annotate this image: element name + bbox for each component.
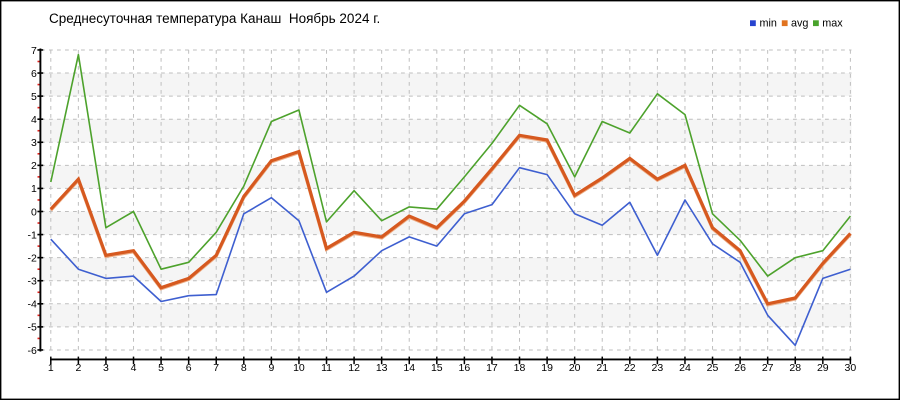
svg-text:Среднесуточная температура Кан: Среднесуточная температура Канаш Ноябрь … xyxy=(49,11,380,26)
svg-text:7: 7 xyxy=(31,45,37,57)
svg-text:9: 9 xyxy=(268,362,274,374)
svg-text:26: 26 xyxy=(734,362,746,374)
svg-text:3: 3 xyxy=(31,137,37,149)
svg-text:7: 7 xyxy=(213,362,219,374)
svg-text:14: 14 xyxy=(403,362,415,374)
svg-text:6: 6 xyxy=(186,362,192,374)
svg-text:3: 3 xyxy=(103,362,109,374)
svg-text:-4: -4 xyxy=(27,299,36,311)
svg-text:18: 18 xyxy=(514,362,526,374)
svg-text:4: 4 xyxy=(31,114,37,126)
svg-text:24: 24 xyxy=(679,362,691,374)
svg-text:max: max xyxy=(822,17,843,29)
svg-text:-1: -1 xyxy=(27,229,36,241)
svg-text:10: 10 xyxy=(293,362,305,374)
svg-text:25: 25 xyxy=(707,362,719,374)
svg-text:2: 2 xyxy=(31,160,37,172)
svg-text:2: 2 xyxy=(75,362,81,374)
svg-text:5: 5 xyxy=(158,362,164,374)
svg-text:1: 1 xyxy=(48,362,54,374)
svg-text:13: 13 xyxy=(376,362,388,374)
svg-text:22: 22 xyxy=(624,362,636,374)
svg-text:5: 5 xyxy=(31,91,37,103)
svg-text:11: 11 xyxy=(321,362,332,374)
svg-text:23: 23 xyxy=(652,362,664,374)
svg-text:-6: -6 xyxy=(27,345,36,357)
svg-text:27: 27 xyxy=(762,362,774,374)
svg-text:15: 15 xyxy=(431,362,443,374)
svg-text:-5: -5 xyxy=(27,322,36,334)
svg-text:-3: -3 xyxy=(27,276,36,288)
svg-text:4: 4 xyxy=(131,362,137,374)
svg-text:8: 8 xyxy=(241,362,247,374)
svg-text:29: 29 xyxy=(817,362,829,374)
svg-text:-2: -2 xyxy=(27,252,36,264)
svg-text:avg: avg xyxy=(791,17,808,29)
svg-text:17: 17 xyxy=(486,362,498,374)
svg-text:min: min xyxy=(760,17,777,29)
svg-text:21: 21 xyxy=(596,362,608,374)
svg-text:30: 30 xyxy=(845,362,857,374)
svg-text:19: 19 xyxy=(541,362,553,374)
svg-text:28: 28 xyxy=(789,362,801,374)
svg-text:16: 16 xyxy=(459,362,471,374)
svg-text:0: 0 xyxy=(31,206,37,218)
svg-text:1: 1 xyxy=(31,183,37,195)
svg-text:12: 12 xyxy=(348,362,360,374)
svg-text:20: 20 xyxy=(569,362,581,374)
svg-text:6: 6 xyxy=(31,68,37,80)
